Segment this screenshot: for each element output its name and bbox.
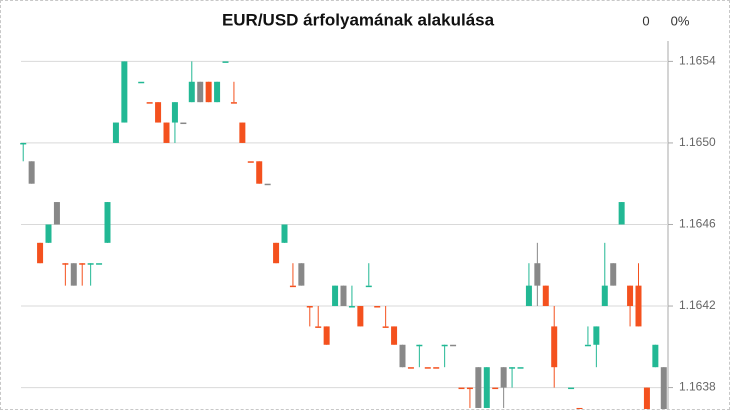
- candle-body: [374, 306, 381, 308]
- candle-body: [584, 344, 591, 347]
- candle-body: [281, 224, 288, 243]
- candle-body: [593, 326, 600, 345]
- candle-body: [188, 81, 195, 103]
- candle-body: [542, 285, 549, 307]
- candle-body: [155, 102, 162, 123]
- candle-body: [222, 61, 229, 63]
- candle-body: [643, 387, 650, 409]
- y-tick-label: 1.1638: [679, 380, 716, 394]
- candle-body: [660, 367, 667, 409]
- candle-body: [500, 367, 507, 388]
- candle-body: [53, 202, 60, 225]
- candle-body: [340, 285, 347, 307]
- candle-body: [433, 367, 440, 369]
- candle-body: [627, 285, 634, 307]
- candle-body: [79, 263, 86, 265]
- candle-body: [610, 263, 617, 286]
- candle-body: [509, 367, 516, 369]
- candle-body: [37, 242, 44, 264]
- candle-body: [466, 387, 473, 390]
- candle-body: [492, 387, 499, 390]
- candle-body: [483, 367, 490, 408]
- candle-body: [264, 183, 271, 186]
- y-tick-label: 1.1654: [679, 54, 716, 68]
- candle-body: [399, 344, 406, 368]
- candle-body: [96, 263, 103, 265]
- candle-body: [112, 122, 119, 143]
- candle-body: [635, 285, 642, 327]
- candle-body: [382, 326, 389, 328]
- candle-body: [247, 161, 254, 163]
- candle-body: [28, 161, 35, 184]
- candle-body: [323, 326, 330, 345]
- chart-title: EUR/USD árfolyamának alakulása: [222, 10, 495, 29]
- candle-body: [45, 224, 52, 243]
- candle-body: [230, 102, 237, 104]
- candle-body: [525, 285, 532, 307]
- candle-body: [146, 102, 153, 104]
- candle-body: [576, 407, 583, 409]
- candle-body: [197, 81, 204, 103]
- candle-body: [171, 102, 178, 123]
- candle-body: [214, 81, 221, 103]
- candle-body: [517, 367, 524, 369]
- candle-body: [568, 387, 575, 390]
- candle-body: [205, 81, 212, 103]
- candle-body: [163, 122, 170, 143]
- candle-body: [365, 285, 372, 288]
- candle-body: [315, 326, 322, 328]
- candle-body: [475, 367, 482, 408]
- candle-body: [256, 161, 263, 184]
- candle-body: [332, 285, 339, 307]
- candle-body: [618, 202, 625, 225]
- candle-body: [357, 306, 364, 327]
- candle-body: [20, 142, 27, 145]
- candle-body: [180, 122, 187, 125]
- candle-body: [450, 344, 457, 347]
- candle-body: [458, 387, 465, 390]
- y-tick-label: 1.1650: [679, 135, 716, 149]
- y-tick-label: 1.1646: [679, 217, 716, 231]
- candle-body: [601, 285, 608, 307]
- candle-body: [289, 285, 296, 288]
- candle-body: [273, 242, 280, 264]
- candle-body: [298, 263, 305, 286]
- candle-body: [239, 122, 246, 143]
- candle-body: [416, 344, 423, 347]
- candle-body: [441, 344, 448, 347]
- candle-body: [138, 81, 145, 84]
- candle-body: [407, 367, 414, 369]
- change-percent: 0%: [671, 13, 690, 28]
- candle-body: [87, 263, 94, 265]
- candle-body: [391, 326, 398, 345]
- candle-body: [306, 306, 313, 308]
- candle-body: [104, 202, 111, 243]
- candle-body: [348, 306, 355, 308]
- candle-body: [652, 344, 659, 368]
- candle-body: [62, 263, 69, 265]
- candle-body: [424, 367, 431, 369]
- candle-body: [551, 326, 558, 368]
- candle-body: [534, 263, 541, 286]
- candle-body: [70, 263, 77, 286]
- candle-body: [121, 61, 128, 123]
- change-value: 0: [642, 13, 649, 28]
- y-tick-label: 1.1642: [679, 298, 716, 312]
